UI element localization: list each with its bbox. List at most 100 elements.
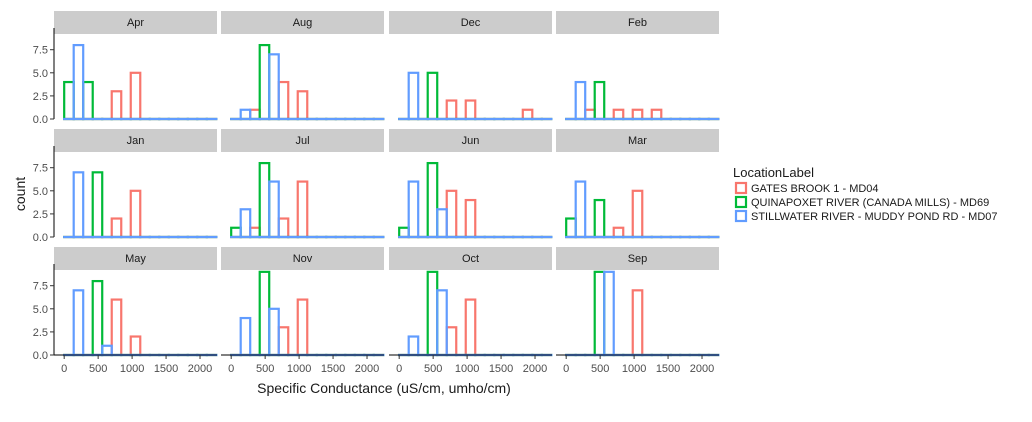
histogram-bar [296,90,309,121]
histogram-bar [258,43,271,121]
strip-label: Nov [293,253,313,265]
histogram-bar [521,108,534,121]
histogram-bar [426,161,439,239]
x-tick-label: 500 [424,363,442,375]
strip-background [556,247,719,270]
strip-background [221,129,384,152]
panel-mar: Mar [556,129,720,239]
histogram-bar [436,208,448,239]
y-tick-label: 2.5 [33,91,48,103]
x-tick-label: 1500 [321,363,345,375]
y-tick-label: 0.0 [33,114,48,126]
x-tick-label: 500 [591,363,609,375]
histogram-bar [268,180,280,239]
strip-background [54,129,217,152]
histogram-bar [426,71,439,121]
x-tick-label: 0 [563,363,569,375]
histogram-bar [445,189,458,239]
histogram-bar [407,180,420,239]
legend-key [734,181,748,195]
y-tick-label: 0.0 [33,350,48,362]
strip-label: Jan [127,135,145,147]
strip-label: Oct [462,253,479,265]
x-tick-label: 1500 [489,363,513,375]
legend-items: GATES BROOK 1 - MD04 QUINAPOXET RIVER (CA… [734,181,998,223]
x-tick-label: 1500 [656,363,680,375]
histogram-bar [82,80,94,121]
strip-label: Dec [461,17,481,29]
strip-background [54,247,217,270]
x-tick-label: 500 [256,363,274,375]
histogram-bar [593,198,606,239]
histogram-bar [249,108,261,121]
histogram-bar [296,180,309,239]
histogram-bar [584,108,596,121]
histogram-bar [612,108,625,121]
histogram-bar [426,270,439,357]
panel-may: May 0.0 2.5 5.0 7.5 0 500 1000 1500 2000 [33,247,218,375]
histogram-bar [296,298,309,357]
strip-label: May [125,253,146,265]
x-tick-label: 1000 [120,363,144,375]
histogram-bar [464,99,477,121]
histogram-bar [277,326,290,357]
histogram-bar [72,43,85,121]
histogram-bar [398,226,410,239]
panel-oct: Oct 0 500 1000 1500 2000 [389,247,553,375]
y-tick-label: 2.5 [33,209,48,221]
strip-background [54,11,217,34]
x-tick-label: 500 [89,363,107,375]
strip-background [556,11,719,34]
legend-key [734,195,748,209]
x-tick-label: 0 [61,363,67,375]
panel-sep: Sep 0 500 1000 1500 2000 [556,247,720,375]
histogram-bar [249,226,261,239]
strip-background [389,11,552,34]
x-tick-label: 2000 [188,363,212,375]
histogram-bar [110,298,123,357]
histogram-bar [631,289,644,357]
x-tick-label: 0 [228,363,234,375]
strip-background [389,247,552,270]
histogram-bar [91,171,104,239]
y-tick-label: 7.5 [33,281,48,293]
x-axis-title: Specific Conductance (uS/cm, umho/cm) [257,380,511,396]
y-axis-title: count [12,177,28,211]
histogram-bar [612,226,625,239]
histogram-bar [593,80,606,121]
panel-aug: Aug [221,11,385,121]
strip-label: Mar [628,135,647,147]
histogram-bar [258,161,271,239]
y-tick-label: 0.0 [33,232,48,244]
strip-background [556,129,719,152]
panel-jul: Jul [221,129,385,239]
histogram-bar [277,217,290,239]
histogram-bar [239,108,252,121]
histogram-bar [72,171,85,239]
histogram-bar [565,217,577,239]
histogram-bar [63,80,75,121]
histogram-bar [407,71,420,121]
x-tick-label: 2000 [355,363,379,375]
y-tick-label: 7.5 [33,45,48,57]
panel-nov: Nov 0 500 1000 1500 2000 [221,247,385,375]
strip-label: Apr [127,17,144,29]
histogram-bar [593,270,606,357]
histogram-bar [110,217,123,239]
histogram-bar [277,80,290,121]
histogram-bar [603,270,615,357]
y-tick-label: 7.5 [33,163,48,175]
histogram-bar [631,108,644,121]
histogram-bar [230,226,242,239]
strip-background [221,247,384,270]
histogram-bar [268,307,280,357]
histogram-bar [72,289,85,357]
histogram-bar [91,279,104,357]
panel-jan: Jan 0.0 2.5 5.0 7.5 [33,129,218,244]
strip-label: Jul [295,135,309,147]
histogram-bar [631,189,644,239]
x-tick-label: 1000 [622,363,646,375]
histogram-bar [239,208,252,239]
legend-entry-label: STILLWATER RIVER - MUDDY POND RD - MD07 [751,211,998,223]
